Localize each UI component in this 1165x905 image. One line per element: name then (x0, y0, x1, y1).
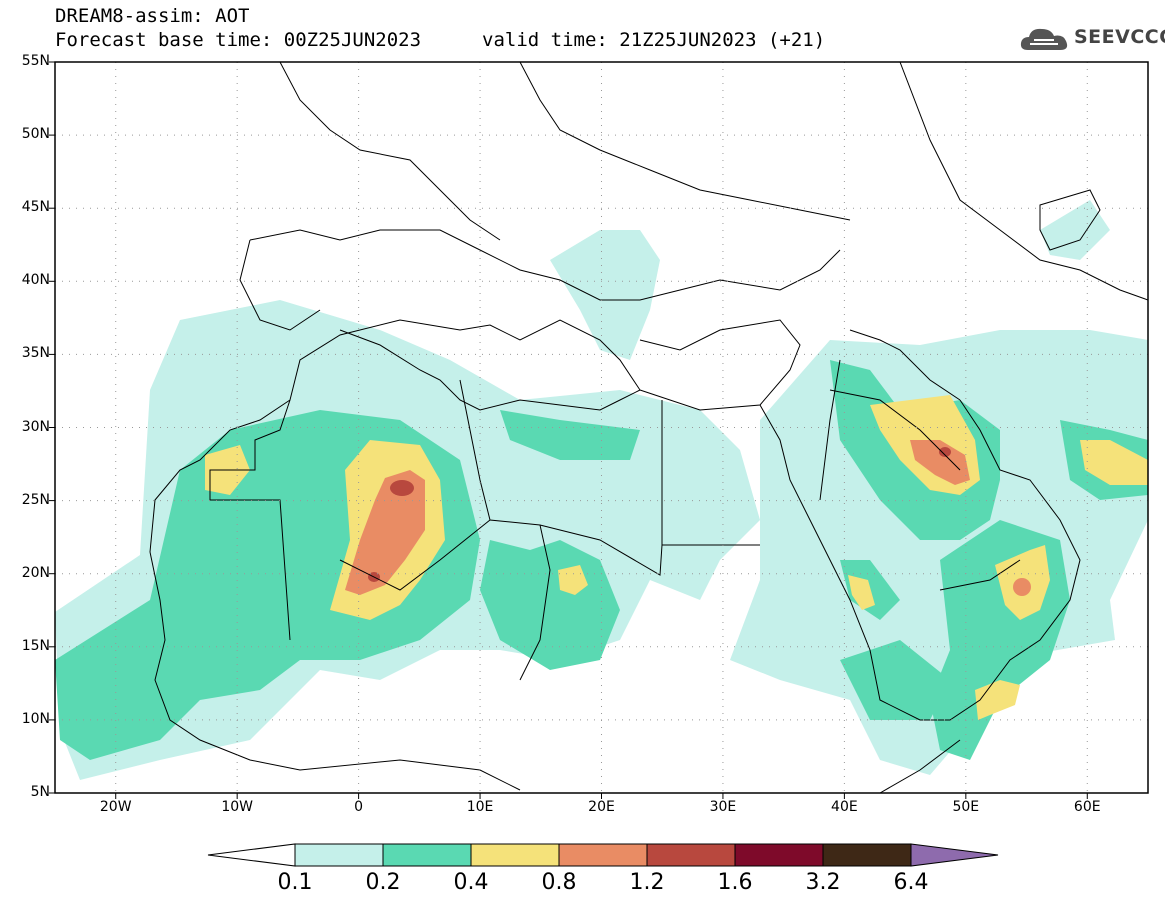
colorbar-threshold-label: 0.1 (277, 870, 313, 895)
aot-contour-0-8 (345, 440, 1031, 596)
axis-ticks (49, 61, 1088, 799)
colorbar-segment (558, 843, 648, 867)
colorbar-threshold-label: 6.4 (893, 870, 929, 895)
map-title: DREAM8-assim: AOT (55, 5, 250, 27)
lon-label: 20E (588, 799, 615, 815)
coastlines (149, 62, 1148, 793)
colorbar-arrow-low (207, 843, 296, 867)
colorbar-threshold-label: 0.4 (453, 870, 489, 895)
lon-label: 40E (831, 799, 858, 815)
lat-label: 35N (21, 345, 50, 362)
colorbar-threshold-label: 0.2 (365, 870, 401, 895)
lon-label: 50E (952, 799, 980, 815)
lat-label: 25N (21, 491, 50, 508)
lat-label: 50N (21, 126, 50, 143)
lat-label: 5N (30, 784, 50, 800)
lon-label: 10E (466, 799, 494, 815)
lon-label: 20W (99, 799, 132, 815)
colorbar (207, 843, 999, 867)
colorbar-segment (382, 843, 472, 867)
colorbar-threshold-label: 0.8 (541, 870, 577, 895)
lon-label: 0 (354, 799, 364, 815)
colorbar-segment (470, 843, 560, 867)
colorbar-threshold-label: 3.2 (805, 870, 841, 895)
colorbar-segment (822, 843, 912, 867)
lon-label: 30E (709, 799, 737, 815)
colorbar-segment (734, 843, 824, 867)
cloud-icon (1020, 28, 1068, 50)
lon-label: 10W (221, 799, 253, 815)
valid-time: valid time: 21Z25JUN2023 (+21) (482, 29, 826, 51)
colorbar-arrow-high (910, 843, 999, 867)
seevccc-logo: SEEVCCC (1018, 24, 1165, 54)
logo-text: SEEVCCC (1074, 26, 1165, 48)
lat-label: 15N (21, 637, 50, 654)
colorbar-threshold-label: 1.2 (629, 870, 665, 895)
colorbar-segment (646, 843, 736, 867)
aot-field (55, 200, 1148, 780)
lat-label: 30N (21, 418, 50, 435)
lat-label: 45N (21, 199, 50, 216)
lat-label: 10N (21, 710, 50, 727)
colorbar-segment (294, 843, 384, 867)
lat-label: 55N (21, 53, 50, 69)
graticule (55, 62, 1148, 793)
colorbar-threshold-label: 1.6 (717, 870, 753, 895)
forecast-base-time: Forecast base time: 00Z25JUN2023 (55, 29, 422, 51)
lat-label: 40N (21, 272, 50, 289)
lon-label: 60E (1073, 799, 1101, 815)
lat-label: 20N (21, 564, 50, 581)
